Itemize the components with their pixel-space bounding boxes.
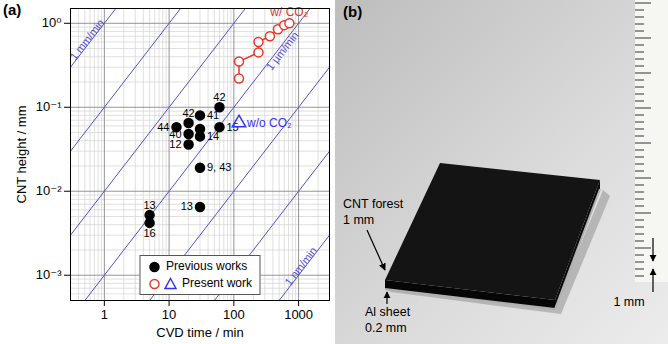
svg-text:1 nm/min: 1 nm/min [282,245,319,288]
svg-text:16: 16 [143,227,155,239]
svg-text:CNT height / mm: CNT height / mm [14,105,29,203]
svg-text:40: 40 [169,127,182,140]
svg-text:1 µm/min: 1 µm/min [263,29,300,72]
svg-text:1 mm/min: 1 mm/min [67,17,106,63]
svg-text:100: 100 [223,307,245,322]
html-text:Previous works: Previous works [166,259,248,273]
svg-text:41: 41 [207,109,219,121]
svg-text:(b): (b) [343,3,362,20]
svg-text:1 mm: 1 mm [613,295,644,309]
svg-text:14: 14 [207,130,219,142]
svg-text:10⁻²: 10⁻² [36,183,62,198]
svg-text:13: 13 [143,199,155,211]
svg-text:1: 1 [101,307,108,322]
svg-text:9, 43: 9, 43 [207,161,231,173]
html-text:Present work: Present work [182,276,252,290]
svg-text:15: 15 [226,120,239,133]
svg-text:0.2 mm: 0.2 mm [365,321,407,335]
svg-text:1000: 1000 [284,307,313,322]
svg-text:42: 42 [213,91,225,103]
svg-text:10⁻¹: 10⁻¹ [36,99,62,114]
svg-text:10: 10 [162,307,176,322]
svg-text:CVD time / min: CVD time / min [156,325,243,340]
svg-text:42: 42 [182,106,194,118]
svg-text:13: 13 [181,200,193,212]
html-text:(a): (a) [3,1,22,18]
svg-text:w/ CO₂: w/ CO₂ [269,5,308,19]
svg-text:CNT forest: CNT forest [343,197,404,211]
svg-text:10⁻³: 10⁻³ [36,267,62,282]
svg-text:12: 12 [169,138,181,150]
svg-text:44: 44 [157,121,169,133]
svg-text:1 mm: 1 mm [343,213,374,227]
svg-text:Al sheet: Al sheet [365,305,411,319]
svg-text:w/o CO₂: w/o CO₂ [246,116,292,130]
svg-text:10⁰: 10⁰ [42,15,62,30]
